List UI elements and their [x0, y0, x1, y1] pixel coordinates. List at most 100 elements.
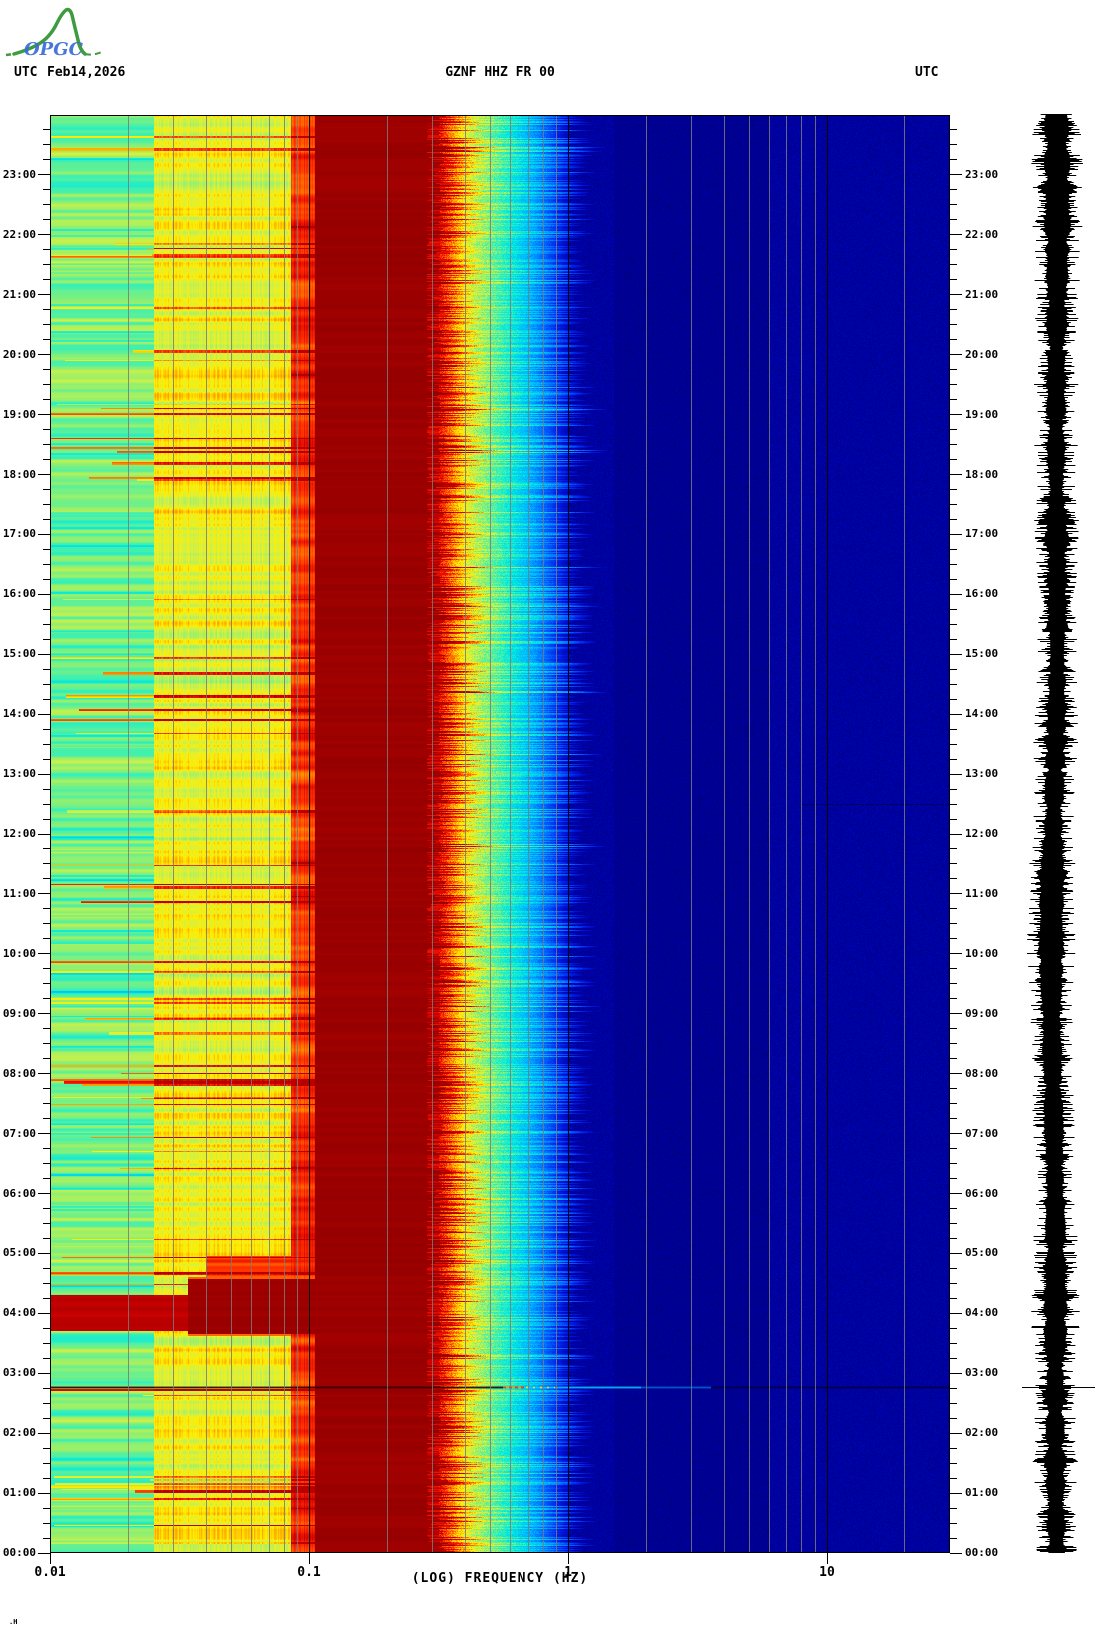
- y-major-tick-right: [950, 1133, 962, 1135]
- y-minor-tick-right: [950, 803, 957, 805]
- y-minor-tick-right: [950, 1417, 957, 1419]
- y-minor-tick-left: [43, 803, 50, 805]
- y-minor-tick-left: [43, 1537, 50, 1539]
- y-tick-label-right: 12:00: [965, 827, 999, 840]
- y-minor-tick-right: [950, 938, 957, 940]
- y-minor-tick-left: [43, 129, 50, 131]
- y-minor-tick-left: [43, 459, 50, 461]
- y-major-tick-left: [38, 893, 50, 895]
- y-minor-tick-right: [950, 728, 957, 730]
- y-minor-tick-right: [950, 1387, 957, 1389]
- y-tick-label-right: 01:00: [965, 1486, 999, 1500]
- x-tick: [50, 1553, 51, 1564]
- y-major-tick-right: [950, 1252, 962, 1254]
- y-minor-tick-left: [43, 908, 50, 910]
- y-minor-tick-right: [950, 1222, 957, 1224]
- y-minor-tick-left: [43, 159, 50, 161]
- y-minor-tick-right: [950, 1267, 957, 1269]
- y-major-tick-left: [38, 773, 50, 775]
- y-minor-tick-right: [950, 1327, 957, 1329]
- y-major-tick-left: [38, 533, 50, 535]
- y-minor-tick-left: [43, 399, 50, 401]
- y-major-tick-right: [950, 713, 962, 715]
- y-minor-tick-left: [43, 1028, 50, 1030]
- y-minor-tick-right: [950, 1163, 957, 1165]
- y-major-tick-right: [950, 1312, 962, 1314]
- y-minor-tick-left: [43, 788, 50, 790]
- y-tick-label-left: 07:00: [2, 1126, 36, 1140]
- y-minor-tick-right: [950, 608, 957, 610]
- y-minor-tick-left: [43, 339, 50, 341]
- y-minor-tick-left: [43, 384, 50, 386]
- y-major-tick-right: [950, 1073, 962, 1075]
- y-minor-tick-left: [43, 444, 50, 446]
- y-minor-tick-left: [43, 1178, 50, 1180]
- y-minor-tick-left: [43, 623, 50, 625]
- y-tick-label-right: 18:00: [965, 467, 999, 481]
- y-major-tick-right: [950, 474, 962, 475]
- y-major-tick-right: [950, 174, 962, 176]
- y-major-tick-left: [38, 1252, 50, 1254]
- y-minor-tick-left: [43, 743, 50, 745]
- y-minor-tick-left: [43, 144, 50, 146]
- y-minor-tick-right: [950, 863, 957, 865]
- y-minor-tick-left: [43, 1222, 50, 1224]
- y-tick-label-left: 06:00: [2, 1186, 36, 1200]
- y-major-tick-right: [950, 833, 962, 835]
- y-major-tick-left: [38, 234, 50, 236]
- y-tick-label-right: 13:00: [965, 767, 999, 781]
- y-minor-tick-right: [950, 878, 957, 880]
- y-minor-tick-left: [43, 638, 50, 640]
- y-minor-tick-left: [43, 548, 50, 550]
- y-tick-label-left: 19:00: [2, 407, 36, 421]
- y-minor-tick-left: [43, 1297, 50, 1299]
- y-minor-tick-right: [950, 683, 957, 685]
- y-minor-tick-right: [950, 1342, 957, 1344]
- y-minor-tick-left: [43, 1088, 50, 1090]
- y-minor-tick-right: [950, 923, 957, 925]
- y-minor-tick-left: [43, 189, 50, 191]
- utc-left-label: UTC: [14, 65, 38, 80]
- y-minor-tick-right: [950, 339, 957, 341]
- y-minor-tick-right: [950, 908, 957, 910]
- y-minor-tick-left: [43, 1043, 50, 1045]
- y-minor-tick-left: [43, 219, 50, 221]
- y-minor-tick-right: [950, 1103, 957, 1105]
- y-major-tick-right: [950, 294, 962, 296]
- y-major-tick-left: [38, 1013, 50, 1015]
- y-major-tick-right: [950, 1372, 962, 1374]
- y-minor-tick-left: [43, 1118, 50, 1120]
- y-tick-label-left: 13:00: [2, 767, 36, 781]
- y-tick-label-right: 15:00: [965, 647, 999, 661]
- y-tick-label-right: 08:00: [965, 1066, 999, 1080]
- y-major-tick-left: [38, 1133, 50, 1135]
- y-minor-tick-left: [43, 1327, 50, 1329]
- y-minor-tick-left: [43, 1207, 50, 1209]
- y-tick-label-right: 06:00: [965, 1186, 999, 1200]
- y-minor-tick-left: [43, 863, 50, 865]
- y-tick-label-left: 05:00: [2, 1246, 36, 1260]
- y-minor-tick-left: [43, 878, 50, 880]
- y-tick-label-right: 22:00: [965, 227, 999, 241]
- y-minor-tick-right: [950, 848, 957, 850]
- y-minor-tick-left: [43, 938, 50, 940]
- y-major-tick-right: [950, 1013, 962, 1015]
- y-minor-tick-left: [43, 1237, 50, 1239]
- y-minor-tick-right: [950, 1522, 957, 1524]
- y-tick-label-right: 00:00: [965, 1546, 999, 1559]
- y-major-tick-left: [38, 1372, 50, 1374]
- y-minor-tick-right: [950, 399, 957, 401]
- y-minor-tick-left: [43, 324, 50, 326]
- y-minor-tick-right: [950, 1058, 957, 1060]
- y-minor-tick-right: [950, 369, 957, 371]
- y-tick-label-left: 22:00: [2, 227, 36, 241]
- y-minor-tick-left: [43, 983, 50, 985]
- y-minor-tick-right: [950, 668, 957, 670]
- y-tick-label-right: 17:00: [965, 527, 999, 541]
- y-minor-tick-right: [950, 1507, 957, 1509]
- y-minor-tick-left: [43, 1387, 50, 1389]
- y-tick-label-left: 00:00: [2, 1546, 36, 1559]
- y-minor-tick-right: [950, 1357, 957, 1359]
- y-minor-tick-right: [950, 279, 957, 281]
- y-major-tick-left: [38, 653, 50, 655]
